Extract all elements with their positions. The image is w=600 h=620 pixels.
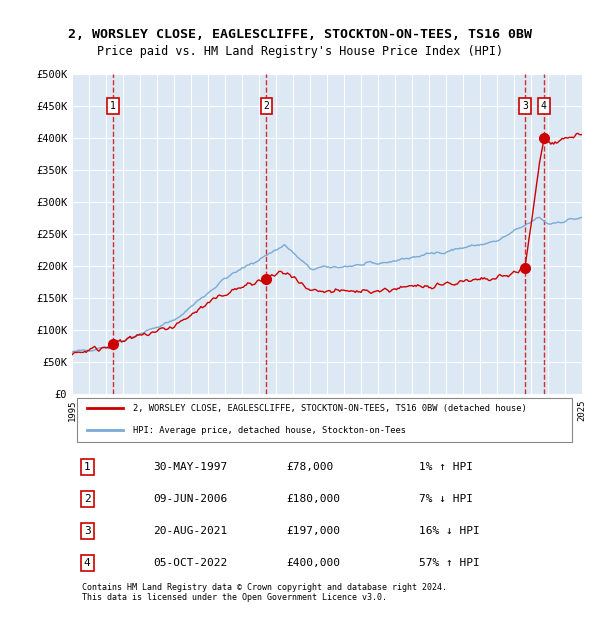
Text: 20-AUG-2021: 20-AUG-2021 xyxy=(154,526,228,536)
Text: 05-OCT-2022: 05-OCT-2022 xyxy=(154,558,228,568)
Text: 3: 3 xyxy=(522,102,528,112)
Text: 3: 3 xyxy=(84,526,91,536)
Text: Price paid vs. HM Land Registry's House Price Index (HPI): Price paid vs. HM Land Registry's House … xyxy=(97,45,503,58)
Text: 09-JUN-2006: 09-JUN-2006 xyxy=(154,494,228,504)
Text: 1: 1 xyxy=(84,462,91,472)
Text: 2, WORSLEY CLOSE, EAGLESCLIFFE, STOCKTON-ON-TEES, TS16 0BW: 2, WORSLEY CLOSE, EAGLESCLIFFE, STOCKTON… xyxy=(68,28,532,41)
Text: Contains HM Land Registry data © Crown copyright and database right 2024.
This d: Contains HM Land Registry data © Crown c… xyxy=(82,583,447,602)
Text: 7% ↓ HPI: 7% ↓ HPI xyxy=(419,494,473,504)
Text: 4: 4 xyxy=(541,102,547,112)
Text: 1: 1 xyxy=(110,102,116,112)
Text: HPI: Average price, detached house, Stockton-on-Tees: HPI: Average price, detached house, Stoc… xyxy=(133,426,406,435)
Text: £400,000: £400,000 xyxy=(286,558,340,568)
Text: 2, WORSLEY CLOSE, EAGLESCLIFFE, STOCKTON-ON-TEES, TS16 0BW (detached house): 2, WORSLEY CLOSE, EAGLESCLIFFE, STOCKTON… xyxy=(133,404,527,413)
Text: 4: 4 xyxy=(84,558,91,568)
Text: 16% ↓ HPI: 16% ↓ HPI xyxy=(419,526,479,536)
Text: 30-MAY-1997: 30-MAY-1997 xyxy=(154,462,228,472)
Text: 2: 2 xyxy=(84,494,91,504)
Text: £197,000: £197,000 xyxy=(286,526,340,536)
FancyBboxPatch shape xyxy=(77,398,572,441)
Text: 1% ↑ HPI: 1% ↑ HPI xyxy=(419,462,473,472)
Text: 57% ↑ HPI: 57% ↑ HPI xyxy=(419,558,479,568)
Text: £78,000: £78,000 xyxy=(286,462,334,472)
Text: £180,000: £180,000 xyxy=(286,494,340,504)
Text: 2: 2 xyxy=(263,102,269,112)
